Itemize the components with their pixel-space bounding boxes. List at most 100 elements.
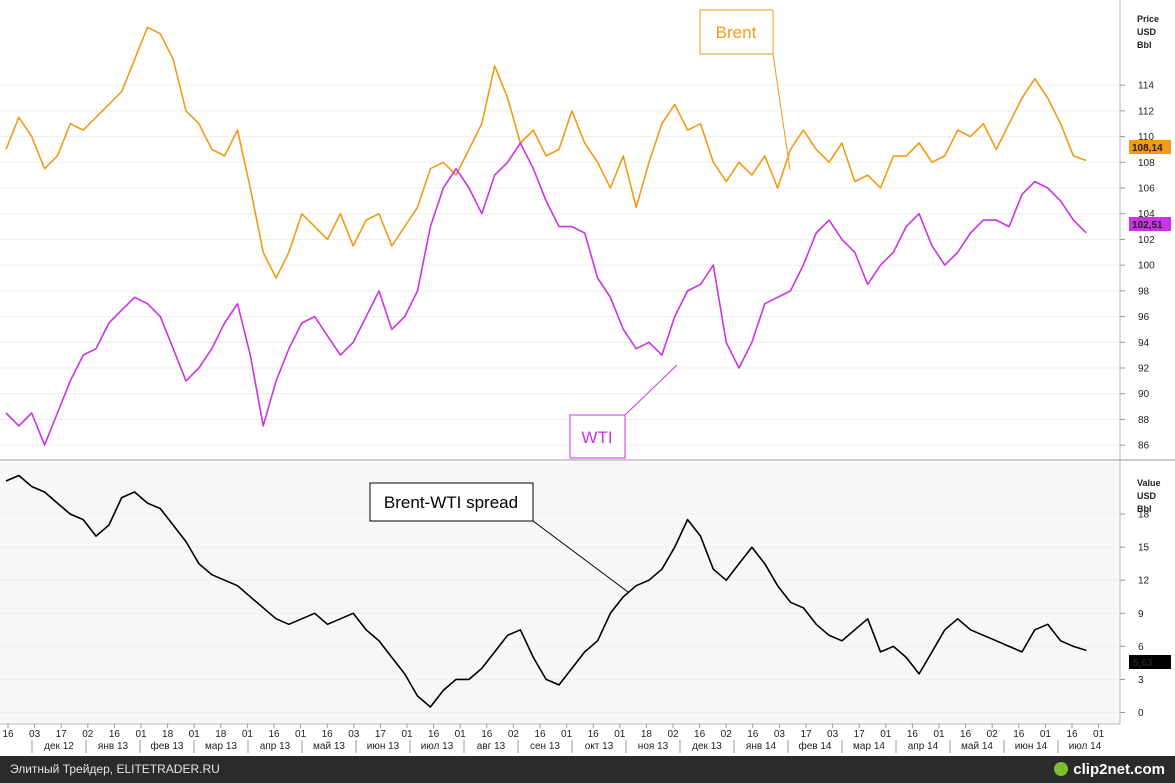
x-day-label-40: 16 (1066, 729, 1078, 740)
callout-spread: Brent-WTI spread (369, 482, 629, 593)
x-day-label-10: 16 (268, 729, 280, 740)
y-tick-label-15: 15 (1138, 543, 1150, 554)
x-day-label-9: 01 (242, 729, 254, 740)
x-day-label-24: 18 (641, 729, 653, 740)
callout-brent: Brent (699, 9, 791, 171)
x-day-label-29: 03 (774, 729, 786, 740)
spread-axis-header-2: USD (1137, 491, 1157, 501)
x-month-label-9: сен 13 (530, 741, 560, 752)
x-month-label-6: июн 13 (367, 741, 400, 752)
x-month-label-4: апр 13 (260, 741, 291, 752)
y-tick-label-110: 110 (1138, 132, 1154, 143)
y-tick-label-92: 92 (1138, 364, 1150, 375)
x-day-label-11: 01 (295, 729, 307, 740)
x-day-label-38: 16 (1013, 729, 1025, 740)
last-value-bg-wti (1129, 217, 1171, 231)
price-axis-header-3: Bbl (1137, 40, 1152, 50)
y-tick-label-86: 86 (1138, 441, 1150, 452)
y-tick-label-98: 98 (1138, 286, 1150, 297)
y-tick-label-96: 96 (1138, 312, 1150, 323)
y-tick-label-3: 3 (1138, 675, 1144, 686)
y-tick-label-106: 106 (1138, 184, 1155, 195)
last-value-bg-spread (1129, 655, 1171, 669)
x-day-label-37: 02 (987, 729, 999, 740)
last-value-flag-wti: 102,51 (1129, 217, 1171, 231)
x-day-label-2: 17 (56, 729, 68, 740)
x-axis-month-labels: дек 12 янв 13 фев 13 мар 13 апр 13 май 13 июн … (31, 740, 1102, 753)
last-value-flag-brent: 108,14 (1129, 140, 1171, 154)
x-day-label-19: 02 (508, 729, 520, 740)
x-day-label-15: 01 (401, 729, 413, 740)
callout-wti-leader (624, 364, 678, 416)
callout-wti-label: WTI (581, 428, 612, 447)
footer-bar: Элитный Трейдер, ELITETRADER.RU clip2net… (0, 756, 1175, 783)
x-day-label-6: 18 (162, 729, 174, 740)
x-day-label-12: 16 (322, 729, 334, 740)
callout-brent-box (699, 9, 774, 55)
spread-axis-header-1: Value (1137, 478, 1161, 488)
x-day-label-21: 01 (561, 729, 573, 740)
x-month-label-1: янв 13 (98, 741, 129, 752)
x-day-label-34: 16 (907, 729, 919, 740)
last-value-wti: 102,51 (1132, 220, 1163, 231)
x-axis-day-ticks: 16 03 17 02 16 01 18 01 18 01 16 01 16 03 17 01 16 01 16 02… (2, 724, 1105, 740)
spread-panel-background (0, 462, 1120, 724)
callout-spread-label: Brent-WTI spread (384, 493, 518, 512)
x-month-label-10: окт 13 (585, 741, 614, 752)
y-tick-label-90: 90 (1138, 389, 1150, 400)
x-day-label-20: 16 (534, 729, 546, 740)
x-month-label-16: апр 14 (908, 741, 939, 752)
clip2net-logo[interactable]: clip2net.com (1054, 756, 1165, 783)
callout-brent-leader (772, 53, 791, 171)
x-day-label-27: 02 (721, 729, 733, 740)
x-month-label-12: дек 13 (692, 741, 722, 752)
series-line-spread (5, 474, 1087, 708)
x-month-label-5: май 13 (313, 741, 345, 752)
x-day-label-36: 16 (960, 729, 972, 740)
x-month-label-19: июл 14 (1069, 741, 1102, 752)
x-month-label-14: фев 14 (798, 740, 831, 752)
x-day-label-28: 16 (747, 729, 759, 740)
x-day-label-17: 01 (455, 729, 467, 740)
clip2net-logo-text: clip2net.com (1073, 761, 1165, 778)
x-day-label-31: 03 (827, 729, 839, 740)
x-day-label-41: 01 (1093, 729, 1105, 740)
x-day-label-1: 03 (29, 729, 41, 740)
x-day-label-18: 16 (481, 729, 493, 740)
x-day-label-30: 17 (800, 729, 812, 740)
callout-wti: WTI (569, 364, 678, 459)
x-month-label-17: май 14 (961, 741, 993, 752)
y-tick-label-112: 112 (1138, 106, 1154, 117)
x-day-label-0: 16 (2, 729, 14, 740)
callout-wti-box (569, 414, 626, 459)
callout-spread-box (369, 482, 534, 522)
y-tick-label-18: 18 (1138, 510, 1150, 521)
last-value-spread: 5,63 (1133, 658, 1153, 669)
last-value-brent: 108,14 (1132, 143, 1163, 154)
x-month-label-7: июл 13 (421, 741, 454, 752)
x-day-label-3: 02 (82, 729, 94, 740)
callout-brent-label: Brent (716, 23, 757, 42)
y-tick-label-6: 6 (1138, 642, 1144, 653)
spread-y-ticks: 0 3 6 9 12 15 18 (1120, 510, 1150, 719)
x-month-label-13: янв 14 (746, 741, 777, 752)
x-month-label-2: фев 13 (150, 740, 183, 752)
callout-spread-leader (532, 520, 629, 593)
x-day-label-14: 17 (375, 729, 387, 740)
price-axis-header-1: Price (1137, 14, 1159, 24)
series-line-wti (5, 142, 1087, 446)
spread-axis-header-3: Bbl (1137, 504, 1152, 514)
clip2net-logo-icon (1054, 762, 1069, 776)
price-axis-header-2: USD (1137, 27, 1157, 37)
x-day-label-13: 03 (348, 729, 360, 740)
x-day-label-16: 16 (428, 729, 440, 740)
x-day-label-5: 01 (135, 729, 147, 740)
x-day-label-35: 01 (933, 729, 945, 740)
series-line-brent (5, 26, 1087, 279)
x-day-label-4: 16 (109, 729, 121, 740)
x-day-label-33: 01 (880, 729, 892, 740)
y-tick-label-104: 104 (1138, 209, 1155, 220)
x-day-label-22: 16 (588, 729, 600, 740)
y-tick-label-100: 100 (1138, 261, 1155, 272)
